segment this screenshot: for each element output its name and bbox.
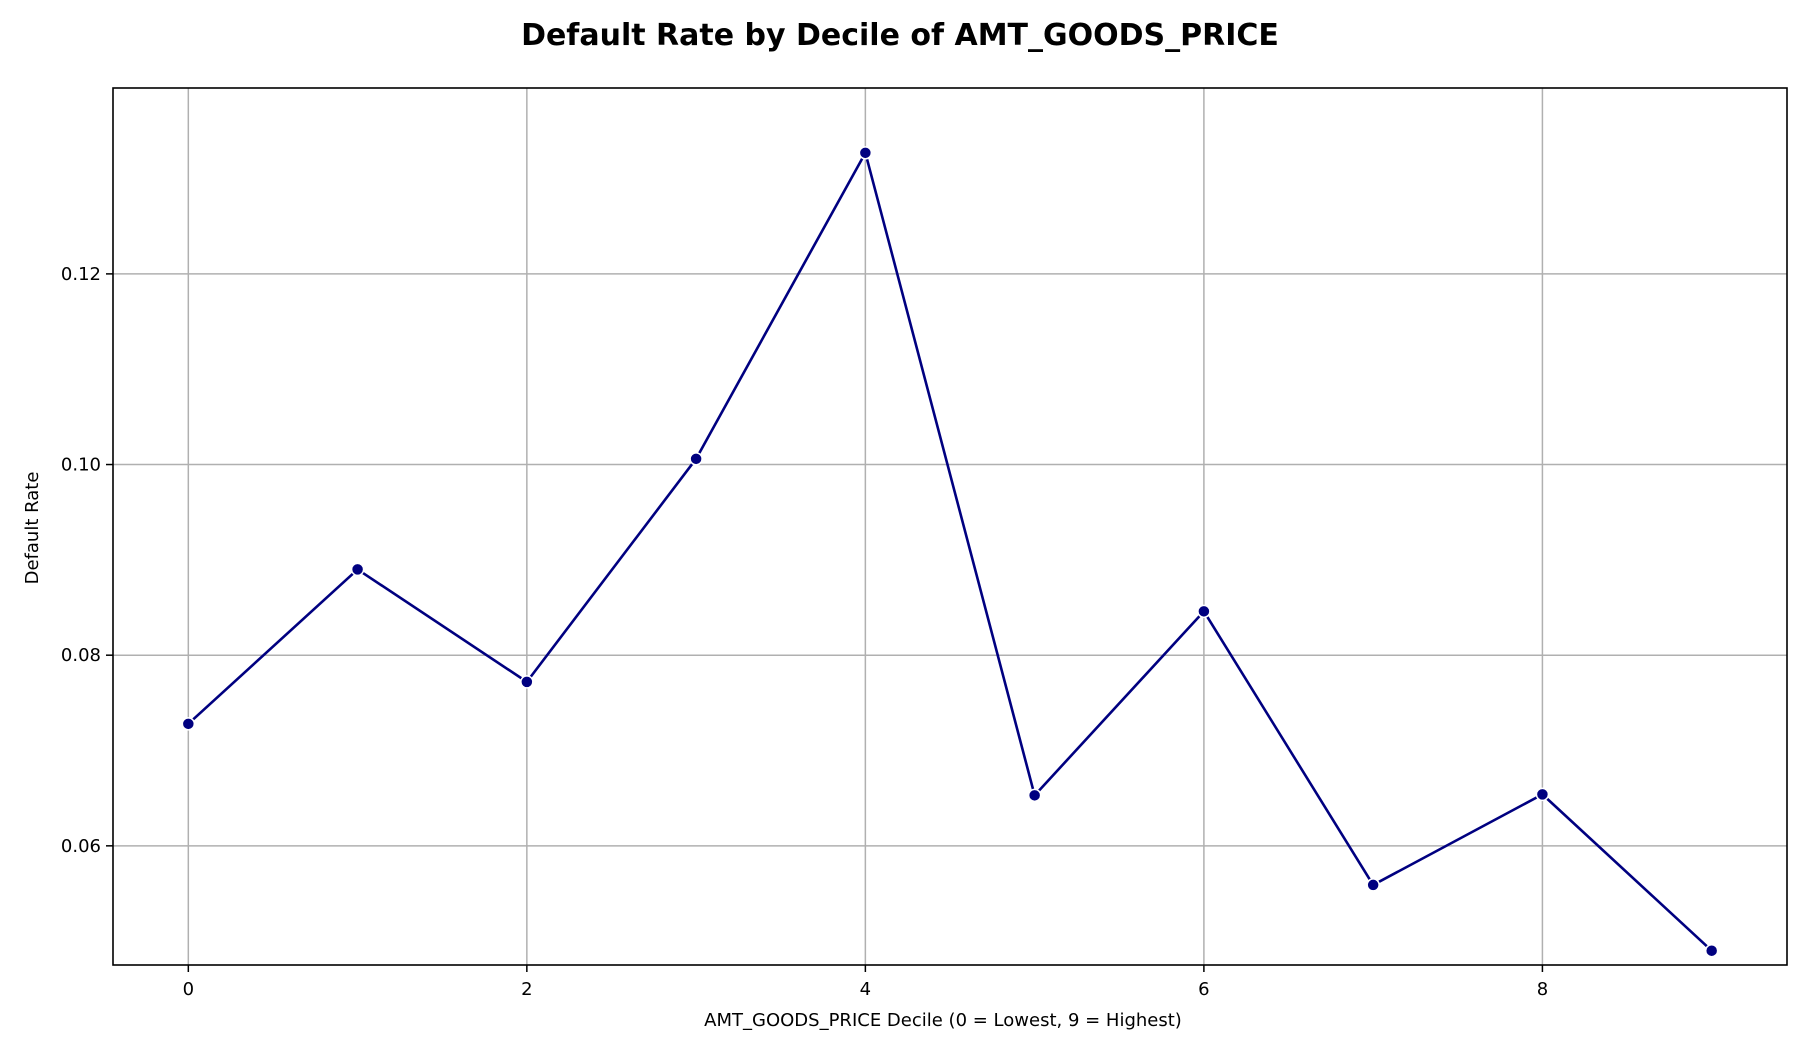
data-point — [1535, 787, 1550, 802]
data-point — [181, 717, 196, 731]
data-point — [858, 146, 873, 160]
data-point — [1704, 943, 1719, 958]
chart-title: Default Rate by Decile of AMT_GOODS_PRIC… — [521, 18, 1279, 53]
data-point — [1197, 604, 1211, 619]
x-tick-label: 2 — [521, 979, 532, 1000]
x-tick-label: 0 — [183, 979, 194, 1000]
y-tick-label: 0.06 — [61, 836, 101, 857]
grid-layer — [113, 88, 1787, 965]
data-point — [689, 452, 703, 466]
data-point — [1366, 878, 1380, 892]
y-tick-label: 0.10 — [61, 455, 101, 476]
y-tick-label: 0.12 — [61, 264, 101, 285]
series-layer — [181, 146, 1719, 958]
x-tick-label: 8 — [1537, 979, 1548, 1000]
series-line — [187, 151, 1713, 952]
data-point — [520, 675, 534, 689]
y-tick-label: 0.08 — [61, 645, 101, 666]
y-axis-label: Default Rate — [22, 472, 43, 585]
x-tick-label: 6 — [1198, 979, 1209, 1000]
data-point — [350, 562, 365, 577]
data-point — [1027, 788, 1042, 803]
plot-frame — [112, 87, 1788, 966]
x-tick-label: 4 — [860, 979, 871, 1000]
x-axis-label: AMT_GOODS_PRICE Decile (0 = Lowest, 9 = … — [704, 1010, 1182, 1031]
ticks-layer: 0 2 4 6 8 0.06 0.08 0.10 0.12 — [61, 264, 1548, 1000]
